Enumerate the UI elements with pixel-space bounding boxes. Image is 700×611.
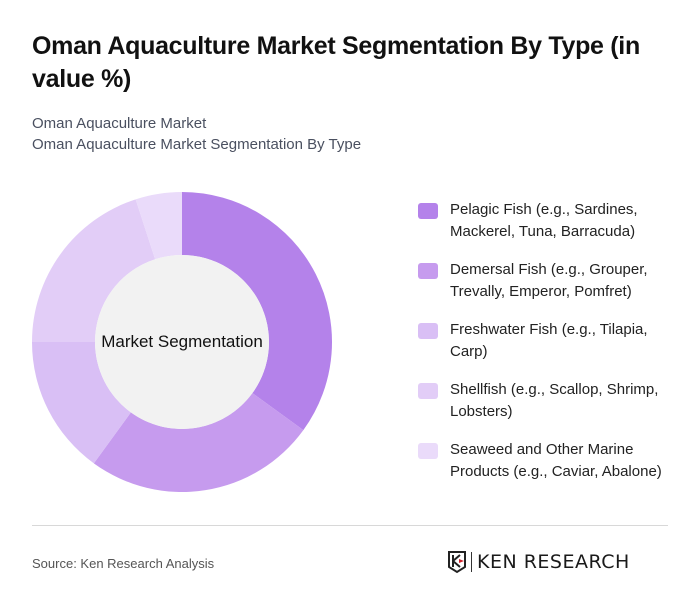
donut-chart: Market Segmentation	[30, 190, 334, 494]
legend-label: Seaweed and Other Marine Products (e.g.,…	[450, 441, 662, 480]
legend-label: Pelagic Fish (e.g., Sardines, Mackerel, …	[450, 201, 638, 240]
legend-label: Shellfish (e.g., Scallop, Shrimp, Lobste…	[450, 381, 659, 420]
subtitle-segmentation: Oman Aquaculture Market Segmentation By …	[32, 136, 362, 153]
chart-title: Oman Aquaculture Market Segmentation By …	[32, 32, 640, 93]
legend-label: Freshwater Fish (e.g., Tilapia, Carp)	[450, 321, 648, 360]
subtitle-market: Oman Aquaculture Market	[32, 115, 207, 132]
footer-divider	[32, 525, 668, 526]
donut-segment[interactable]	[182, 192, 332, 431]
legend-item[interactable]: Seaweed and Other Marine Products (e.g.,…	[418, 439, 688, 483]
donut-svg	[32, 192, 332, 492]
donut-hole	[95, 255, 269, 429]
legend-swatch	[418, 203, 438, 219]
legend-item[interactable]: Pelagic Fish (e.g., Sardines, Mackerel, …	[418, 199, 688, 243]
source-note: Source: Ken Research Analysis	[32, 556, 215, 571]
ken-research-logo-icon	[448, 551, 466, 574]
legend-item[interactable]: Shellfish (e.g., Scallop, Shrimp, Lobste…	[418, 379, 688, 423]
legend-item[interactable]: Demersal Fish (e.g., Grouper, Trevally, …	[418, 259, 688, 303]
donut-segment[interactable]	[32, 199, 156, 342]
chart-subtitle: Oman Aquaculture Market Oman Aquaculture…	[32, 113, 361, 155]
donut-segment[interactable]	[135, 192, 182, 260]
legend-label: Demersal Fish (e.g., Grouper, Trevally, …	[450, 261, 648, 300]
logo-text: KEN RESEARCH	[477, 551, 630, 573]
logo-separator	[471, 552, 472, 572]
donut-segment[interactable]	[93, 393, 304, 492]
chart-legend: Pelagic Fish (e.g., Sardines, Mackerel, …	[418, 199, 688, 499]
legend-item[interactable]: Freshwater Fish (e.g., Tilapia, Carp)	[418, 319, 688, 363]
legend-swatch	[418, 263, 438, 279]
legend-swatch	[418, 323, 438, 339]
legend-swatch	[418, 443, 438, 459]
donut-segment[interactable]	[32, 342, 131, 464]
ken-research-logo: KEN RESEARCH	[447, 550, 630, 574]
legend-swatch	[418, 383, 438, 399]
